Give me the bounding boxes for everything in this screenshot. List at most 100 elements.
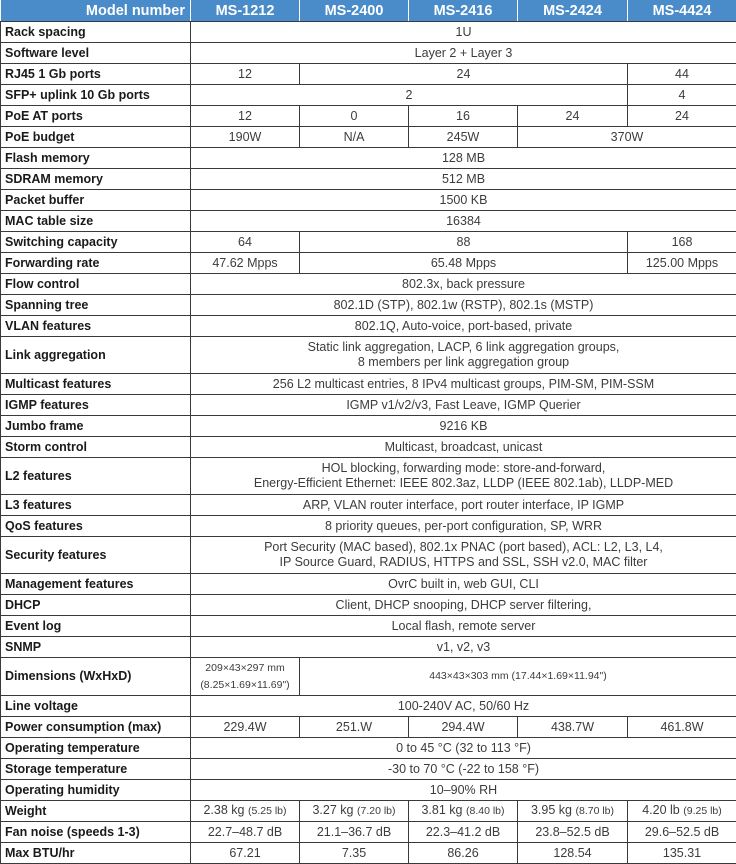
cell-value: 47.62 Mpps xyxy=(191,253,300,274)
cell-value: 24 xyxy=(628,106,736,127)
cell-text: 16384 xyxy=(446,214,481,228)
cell-text: 0 xyxy=(351,109,358,123)
cell-text: 512 MB xyxy=(442,172,485,186)
cell-value: 7.35 xyxy=(300,843,409,864)
cell-line: HOL blocking, forwarding mode: store-and… xyxy=(322,461,606,475)
cell-line: (8.25×1.69×11.69") xyxy=(200,679,289,691)
row-label: Multicast features xyxy=(1,374,191,395)
cell-text: 443×43×303 mm (17.44×1.69×11.94") xyxy=(429,670,607,682)
header-row: Model number MS-1212 MS-2400 MS-2416 MS-… xyxy=(1,0,736,22)
cell-text: v1, v2, v3 xyxy=(437,640,491,654)
cell-text: 24 xyxy=(675,109,689,123)
header-model-number: Model number xyxy=(1,0,191,22)
table-row: Storage temperature-30 to 70 °C (-22 to … xyxy=(1,759,736,780)
cell-text: 802.3x, back pressure xyxy=(402,277,525,291)
cell-value: 4.20 lb (9.25 lb) xyxy=(628,801,736,822)
cell-text: 168 xyxy=(672,235,693,249)
cell-value: 209×43×297 mm (8.25×1.69×11.69") xyxy=(191,658,300,696)
cell-value: 29.6–52.5 dB xyxy=(628,822,736,843)
header-model: MS-2400 xyxy=(300,0,409,22)
cell-text: 24 xyxy=(457,67,471,81)
row-label: Flash memory xyxy=(1,148,191,169)
cell-line: IP Source Guard, RADIUS, HTTPS and SSL, … xyxy=(280,555,648,569)
cell-value: OvrC built in, web GUI, CLI xyxy=(191,574,736,595)
cell-value: 67.21 xyxy=(191,843,300,864)
row-label: Fan noise (speeds 1-3) xyxy=(1,822,191,843)
cell-text: Multicast, broadcast, unicast xyxy=(385,440,543,454)
cell-value: 3.81 kg (8.40 lb) xyxy=(409,801,518,822)
cell-text: N/A xyxy=(344,130,365,144)
row-label: Operating temperature xyxy=(1,738,191,759)
row-label: Operating humidity xyxy=(1,780,191,801)
cell-value: 2.38 kg (5.25 lb) xyxy=(191,801,300,822)
cell-text: 47.62 Mpps xyxy=(212,256,277,270)
cell-text: 3.81 kg xyxy=(421,803,462,817)
row-label: L2 features xyxy=(1,458,191,495)
cell-value: 86.26 xyxy=(409,843,518,864)
cell-text: 8 priority queues, per-port configuratio… xyxy=(325,519,602,533)
cell-line: Static link aggregation, LACP, 6 link ag… xyxy=(308,340,620,354)
cell-value: 24 xyxy=(518,106,628,127)
cell-line: 8 members per link aggregation group xyxy=(358,355,569,369)
cell-text: -30 to 70 °C (-22 to 158 °F) xyxy=(388,762,539,776)
cell-value: 22.7–48.7 dB xyxy=(191,822,300,843)
cell-text: 44 xyxy=(675,67,689,81)
cell-text: 128.54 xyxy=(553,846,591,860)
row-label: Switching capacity xyxy=(1,232,191,253)
row-label: L3 features xyxy=(1,495,191,516)
cell-value: 294.4W xyxy=(409,717,518,738)
cell-value: -30 to 70 °C (-22 to 158 °F) xyxy=(191,759,736,780)
cell-line: Energy-Efficient Ethernet: IEEE 802.3az,… xyxy=(254,476,673,490)
cell-value: 3.27 kg (7.20 lb) xyxy=(300,801,409,822)
cell-value: IGMP v1/v2/v3, Fast Leave, IGMP Querier xyxy=(191,395,736,416)
cell-value: 2 xyxy=(191,85,628,106)
cell-text: 4.20 lb xyxy=(642,803,680,817)
cell-value: 16384 xyxy=(191,211,736,232)
row-label: Spanning tree xyxy=(1,295,191,316)
cell-value: 8 priority queues, per-port configuratio… xyxy=(191,516,736,537)
cell-value: Local flash, remote server xyxy=(191,616,736,637)
cell-text: 802.1D (STP), 802.1w (RSTP), 802.1s (MST… xyxy=(334,298,594,312)
row-label: Weight xyxy=(1,801,191,822)
cell-value: 125.00 Mpps xyxy=(628,253,736,274)
cell-value: 1500 KB xyxy=(191,190,736,211)
cell-value: 1U xyxy=(191,22,736,43)
cell-subvalue: (7.20 lb) xyxy=(357,805,396,817)
cell-text: ARP, VLAN router interface, port router … xyxy=(303,498,624,512)
table-row: L3 features ARP, VLAN router interface, p… xyxy=(1,495,736,516)
cell-text: 294.4W xyxy=(441,720,484,734)
cell-value: 256 L2 multicast entries, 8 IPv4 multica… xyxy=(191,374,736,395)
table-row: Dimensions (WxHxD)209×43×297 mm(8.25×1.6… xyxy=(1,658,736,696)
cell-value: 461.8W xyxy=(628,717,736,738)
cell-text: 22.7–48.7 dB xyxy=(208,825,282,839)
row-label: Management features xyxy=(1,574,191,595)
cell-text: 3.27 kg xyxy=(312,803,353,817)
cell-line: 209×43×297 mm xyxy=(205,662,284,674)
cell-value: Port Security (MAC based), 802.1x PNAC (… xyxy=(191,537,736,574)
cell-value: 802.3x, back pressure xyxy=(191,274,736,295)
cell-value: 135.31 xyxy=(628,843,736,864)
cell-text: 125.00 Mpps xyxy=(646,256,718,270)
cell-value: 22.3–41.2 dB xyxy=(409,822,518,843)
cell-text: 23.8–52.5 dB xyxy=(535,825,609,839)
cell-text: IGMP v1/v2/v3, Fast Leave, IGMP Querier xyxy=(346,398,580,412)
cell-value: 3.95 kg (8.70 lb) xyxy=(518,801,628,822)
cell-text: 10–90% RH xyxy=(430,783,497,797)
cell-subvalue: (8.40 lb) xyxy=(466,805,505,817)
